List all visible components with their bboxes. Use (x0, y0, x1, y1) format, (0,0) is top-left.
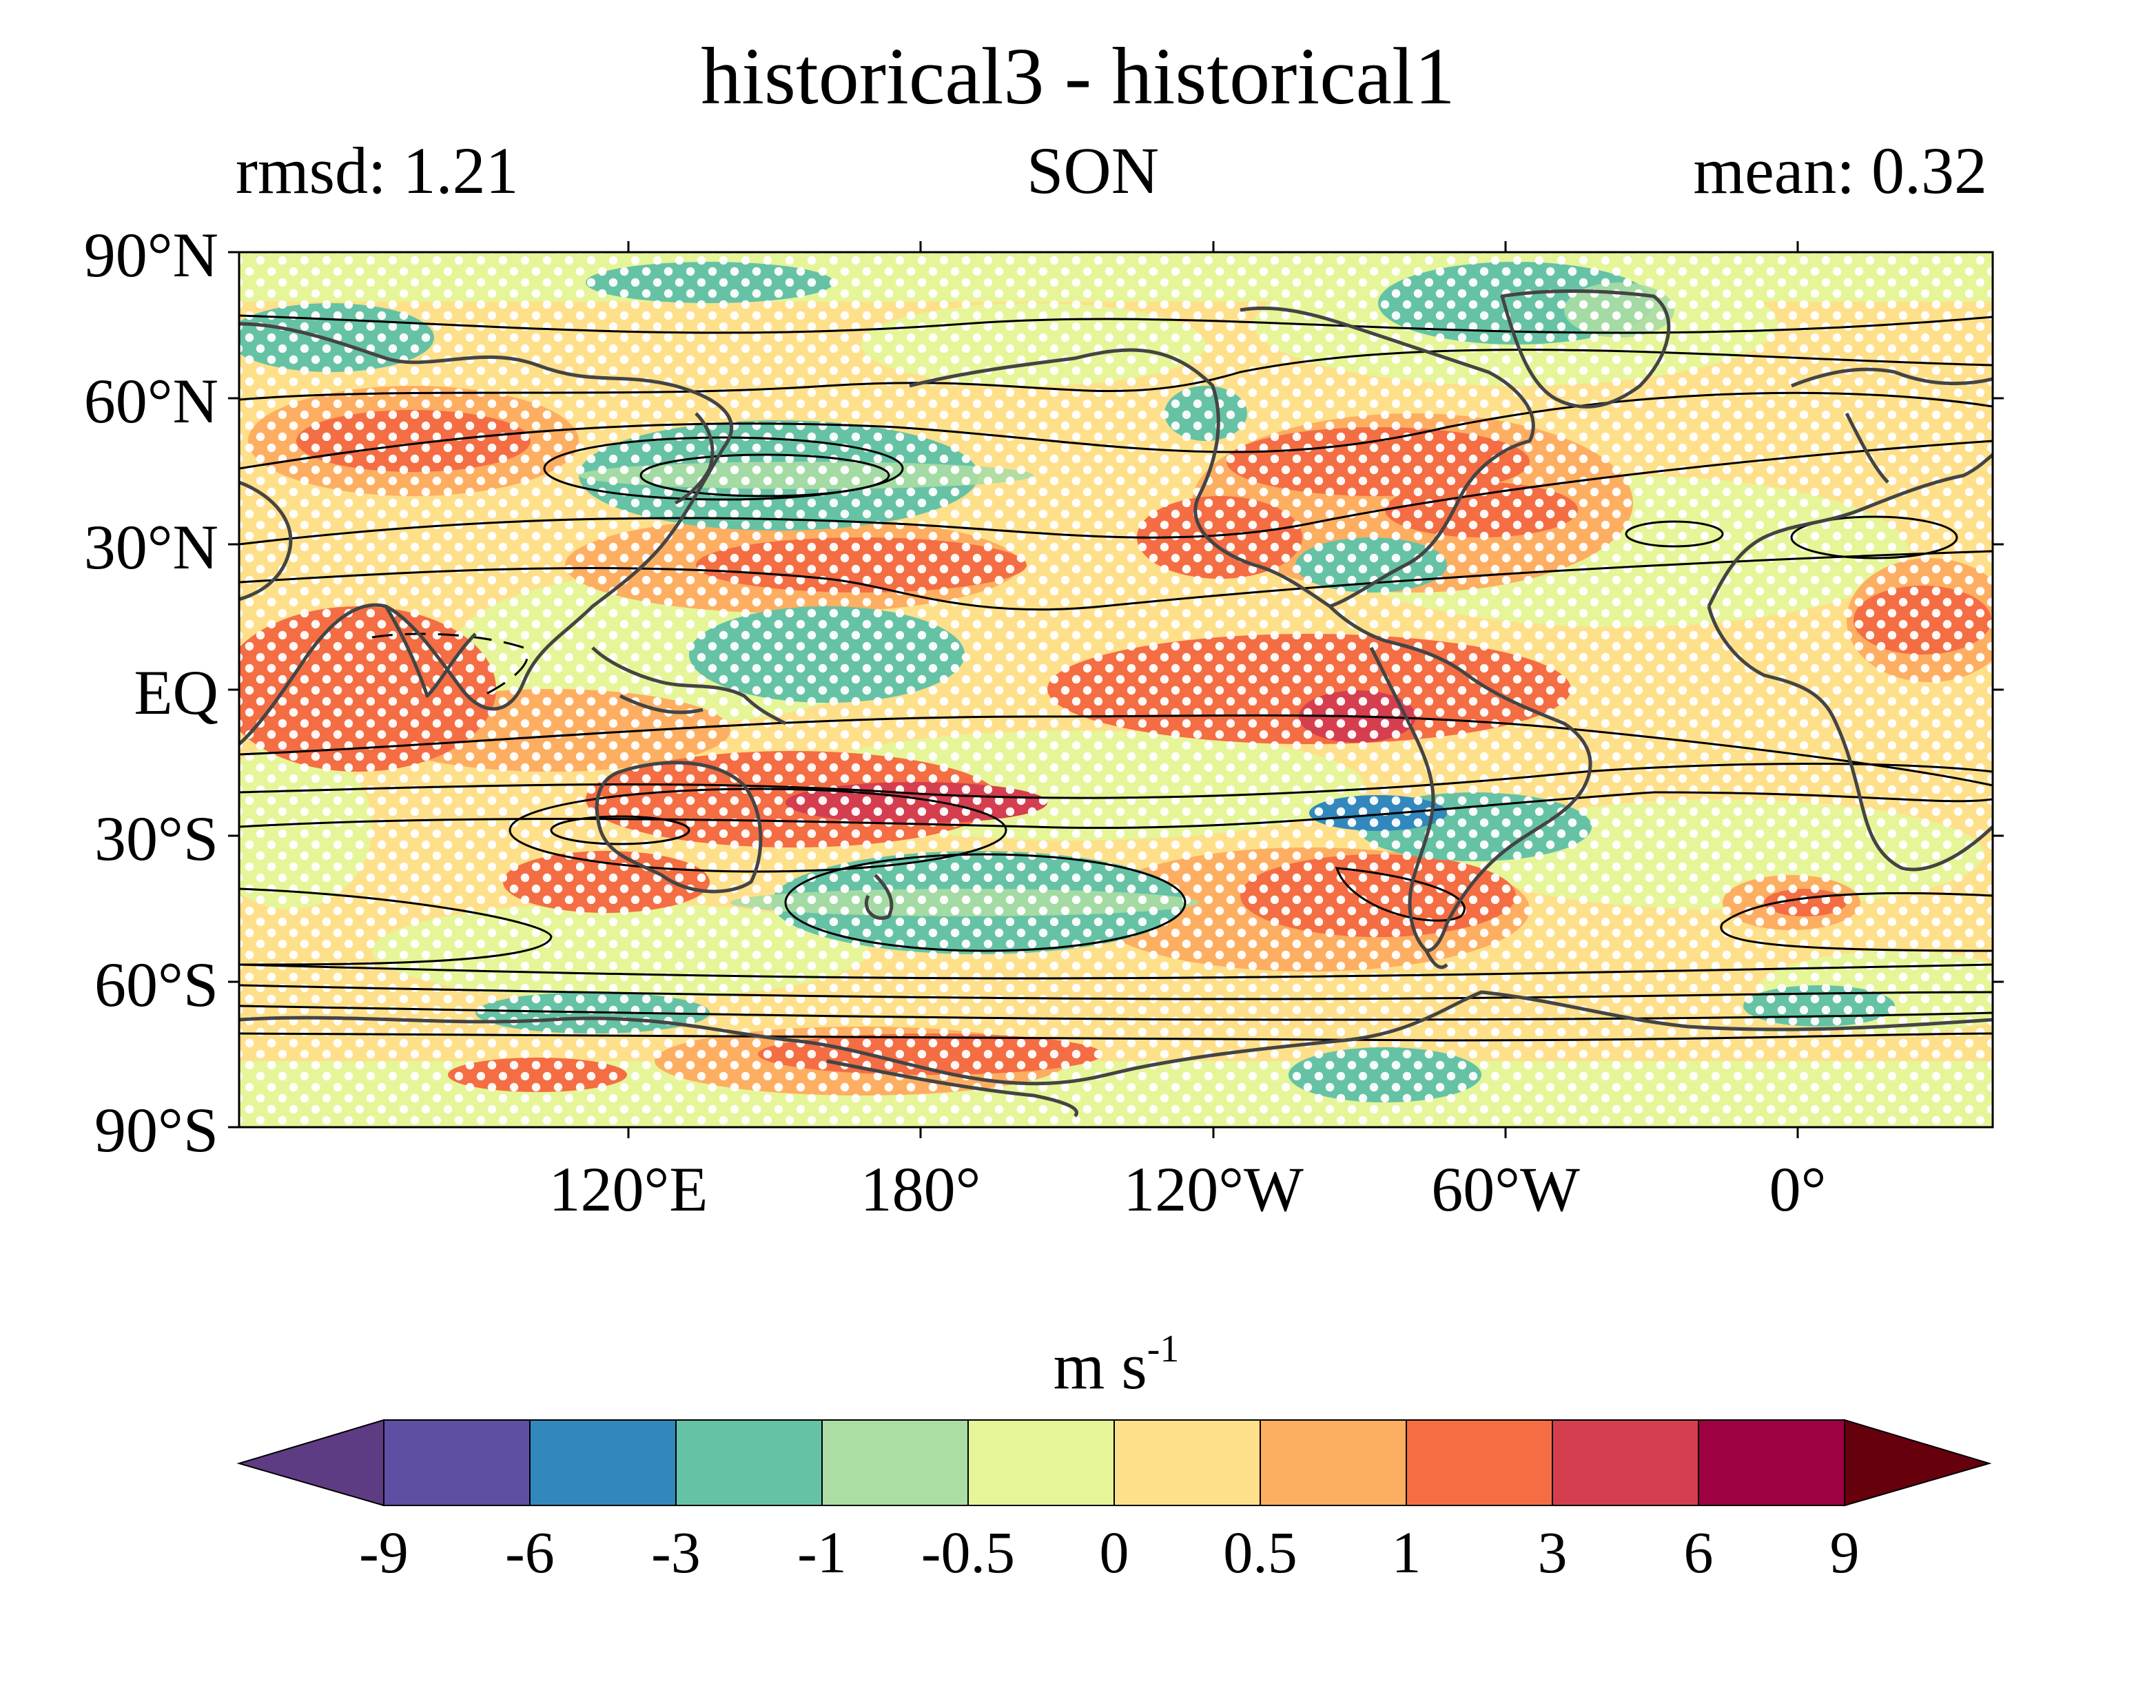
cb-label: 9 (1829, 1519, 1860, 1585)
plot-title: historical3 - historical1 (701, 31, 1455, 121)
xtick-180: 180° (860, 1154, 981, 1224)
cb-label: -0.5 (921, 1519, 1016, 1585)
cb-label: 1 (1391, 1519, 1421, 1585)
map-field (239, 252, 1993, 1127)
ytick-60n: 60°N (83, 366, 218, 436)
ytick-eq: EQ (134, 657, 218, 728)
cb-label: -9 (359, 1519, 409, 1585)
ytick-60s: 60°S (94, 949, 218, 1020)
xtick-0: 0° (1769, 1154, 1827, 1224)
colorbar (236, 1419, 1992, 1507)
cb-label: 0.5 (1223, 1519, 1297, 1585)
cb-label: -3 (651, 1519, 701, 1585)
cb-label: -6 (505, 1519, 555, 1585)
colorbar-units: m s-1 (1053, 1328, 1180, 1403)
mean-label: mean: 0.32 (1693, 134, 1987, 207)
cb-label: 6 (1683, 1519, 1714, 1585)
ytick-30s: 30°S (94, 803, 218, 874)
xtick-60w: 60°W (1431, 1154, 1580, 1224)
cb-label: 3 (1537, 1519, 1568, 1585)
colorbar-extend-low (236, 1419, 384, 1507)
cb-label: 0 (1099, 1519, 1129, 1585)
ytick-30n: 30°N (83, 512, 218, 582)
colorbar-extend-high (1844, 1419, 1992, 1507)
season-label: SON (1027, 134, 1160, 207)
xtick-120w: 120°W (1123, 1154, 1304, 1224)
xtick-120e: 120°E (548, 1154, 708, 1224)
ytick-90s: 90°S (94, 1095, 218, 1165)
cb-label: -1 (797, 1519, 847, 1585)
rmsd-label: rmsd: 1.21 (236, 134, 519, 207)
ytick-90n: 90°N (83, 220, 218, 290)
